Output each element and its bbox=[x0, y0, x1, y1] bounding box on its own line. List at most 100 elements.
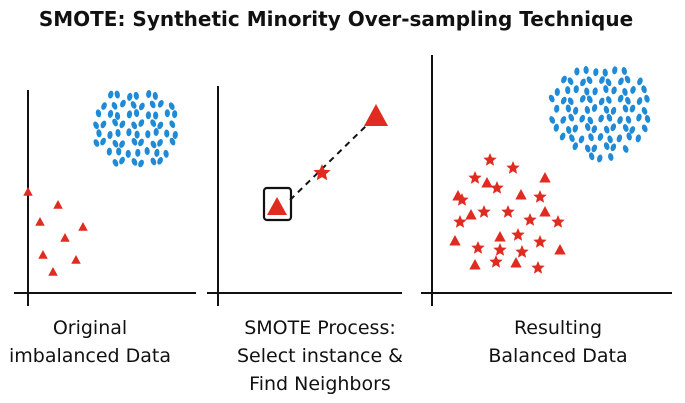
majority-point bbox=[138, 102, 145, 111]
majority-point bbox=[106, 147, 112, 156]
majority-point bbox=[573, 85, 579, 94]
majority-point bbox=[618, 77, 624, 86]
synthetic-point bbox=[483, 153, 497, 166]
majority-point bbox=[120, 99, 126, 108]
majority-point bbox=[566, 125, 572, 134]
majority-point bbox=[569, 134, 575, 142]
majority-point bbox=[150, 140, 157, 149]
majority-point bbox=[565, 104, 571, 113]
majority-point bbox=[573, 106, 579, 115]
majority-point bbox=[578, 135, 585, 144]
majority-point bbox=[169, 137, 176, 146]
selection-box bbox=[262, 186, 293, 222]
majority-point bbox=[131, 158, 138, 166]
synthetic-point bbox=[523, 213, 537, 226]
majority-point bbox=[585, 123, 591, 131]
caption: SMOTE Process: bbox=[244, 317, 396, 339]
majority-point bbox=[629, 104, 636, 113]
majority-point bbox=[636, 113, 642, 122]
neighbor-instance bbox=[364, 104, 388, 126]
majority-point bbox=[588, 152, 595, 161]
majority-point bbox=[592, 87, 598, 96]
minority-point bbox=[71, 255, 81, 264]
majority-point bbox=[554, 88, 560, 96]
majority-point bbox=[612, 66, 618, 75]
majority-point bbox=[610, 143, 617, 152]
caption: Find Neighbors bbox=[249, 373, 391, 395]
majority-point bbox=[126, 110, 133, 119]
majority-point bbox=[153, 111, 159, 120]
majority-point bbox=[584, 144, 591, 153]
synthetic-point bbox=[468, 171, 482, 184]
majority-point bbox=[636, 97, 643, 105]
majority-point bbox=[629, 126, 636, 134]
majority-point bbox=[107, 131, 113, 139]
majority-point bbox=[164, 109, 170, 118]
majority-point bbox=[598, 97, 605, 106]
majority-point bbox=[115, 129, 121, 137]
majority-point bbox=[138, 159, 144, 168]
majority-point bbox=[567, 97, 574, 106]
majority-point bbox=[138, 138, 144, 147]
synthetic-point bbox=[493, 243, 507, 256]
majority-point bbox=[108, 90, 114, 99]
majority-point bbox=[553, 123, 559, 132]
synthetic-point bbox=[490, 181, 504, 194]
majority-point bbox=[112, 159, 119, 167]
majority-point bbox=[157, 100, 164, 108]
synthetic-point bbox=[551, 215, 565, 228]
minority-point bbox=[494, 231, 506, 242]
majority-point bbox=[641, 107, 648, 115]
majority-point bbox=[549, 116, 556, 124]
majority-point bbox=[126, 128, 132, 137]
majority-point bbox=[114, 90, 120, 99]
majority-point bbox=[554, 104, 560, 113]
majority-point bbox=[111, 101, 118, 110]
minority-point bbox=[539, 206, 551, 217]
majority-point bbox=[617, 94, 624, 103]
majority-point bbox=[574, 67, 580, 76]
majority-point bbox=[157, 156, 163, 165]
synthetic-point bbox=[506, 161, 520, 174]
majority-point bbox=[150, 119, 157, 127]
minority-point bbox=[469, 259, 481, 270]
majority-point bbox=[637, 77, 643, 86]
majority-point bbox=[605, 78, 612, 87]
synthetic-point bbox=[531, 261, 545, 274]
minority-point bbox=[53, 200, 63, 209]
majority-point bbox=[114, 111, 121, 120]
majority-point bbox=[154, 148, 160, 157]
majority-point bbox=[127, 92, 133, 101]
majority-point bbox=[597, 133, 604, 141]
majority-point bbox=[112, 139, 119, 148]
minority-point bbox=[38, 250, 48, 259]
majority-point bbox=[599, 76, 605, 84]
title: SMOTE: Synthetic Minority Over-sampling … bbox=[39, 7, 633, 31]
majority-point bbox=[568, 113, 575, 122]
minority-point bbox=[554, 244, 566, 255]
majority-point bbox=[565, 86, 571, 95]
majority-point bbox=[145, 130, 151, 139]
majority-point bbox=[133, 109, 140, 118]
majority-point bbox=[95, 109, 102, 118]
majority-point bbox=[603, 142, 610, 150]
majority-point bbox=[153, 128, 159, 137]
majority-point bbox=[100, 120, 107, 129]
majority-point bbox=[588, 133, 594, 142]
majority-point bbox=[617, 116, 623, 124]
majority-point bbox=[134, 130, 140, 139]
minority-point bbox=[60, 233, 70, 242]
majority-point bbox=[586, 76, 593, 84]
caption: Resulting bbox=[514, 317, 602, 339]
majority-point bbox=[163, 149, 169, 158]
majority-point bbox=[625, 96, 631, 105]
majority-point bbox=[579, 95, 586, 103]
caption: Original bbox=[53, 317, 127, 339]
majority-point bbox=[100, 137, 106, 146]
majority-point bbox=[644, 94, 650, 103]
majority-point bbox=[603, 85, 609, 94]
majority-point bbox=[572, 142, 579, 151]
majority-point bbox=[561, 75, 567, 84]
majority-point bbox=[125, 149, 131, 158]
